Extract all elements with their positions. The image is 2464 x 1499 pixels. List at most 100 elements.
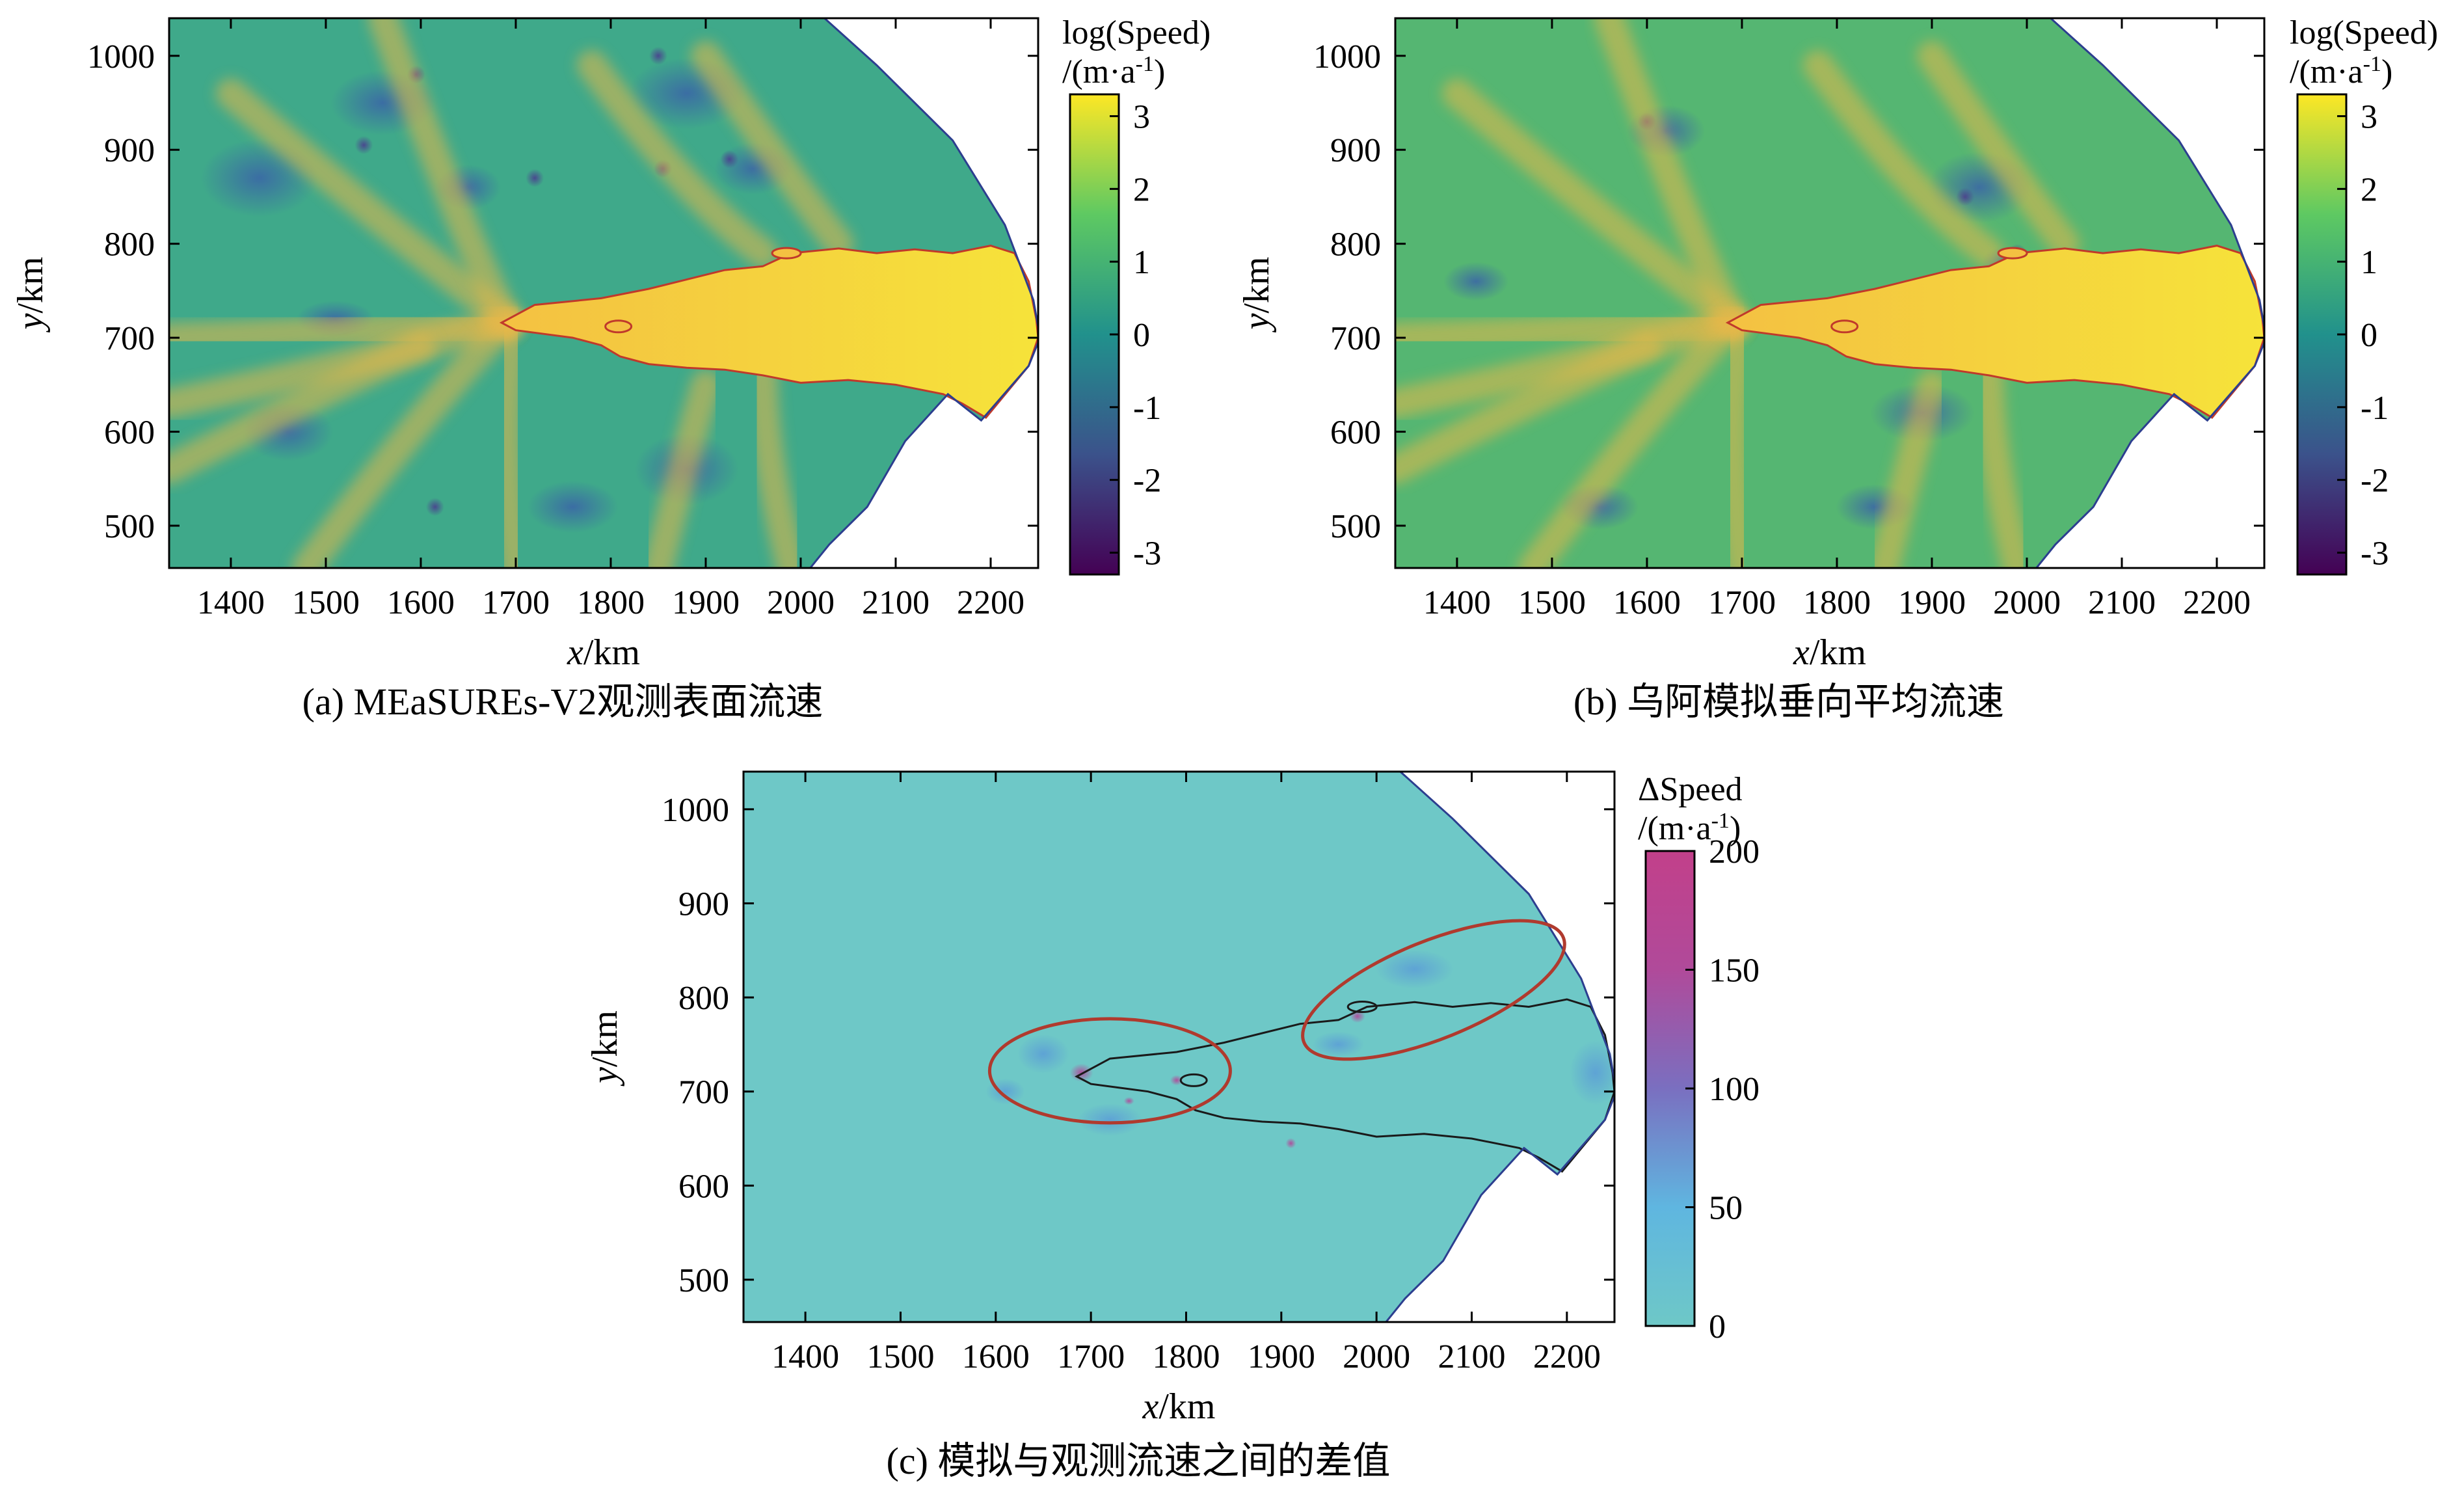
- x-tick-label: 1400: [1423, 584, 1491, 621]
- ice-rise: [1997, 247, 2028, 260]
- ice-edge-line: [2035, 18, 2264, 568]
- moderate-difference-region: [1077, 1103, 1143, 1137]
- tributary-glacier: [691, 40, 854, 259]
- x-tick-label: 2000: [767, 584, 835, 621]
- y-tick-label: 1000: [662, 792, 729, 829]
- tributary-glacier: [1717, 311, 1757, 568]
- colorbar-title: log(Speed): [1062, 14, 1211, 51]
- x-axis-label: x/km: [567, 632, 640, 673]
- tributary-glacier: [215, 78, 522, 336]
- very-slow-spot: [720, 150, 739, 169]
- x-tick-label: 1900: [1898, 584, 1966, 621]
- x-axis-label: x/km: [1793, 632, 1866, 673]
- ice-background: [169, 18, 1038, 568]
- x-tick-label: 1700: [1057, 1338, 1125, 1375]
- y-tick-label: 700: [678, 1074, 729, 1111]
- y-tick-label: 600: [104, 414, 155, 452]
- very-slow-spot: [1956, 187, 1975, 206]
- colorbar-unit: /(m·a-1): [1062, 52, 1165, 91]
- colorbar-tick-label: -3: [2361, 535, 2389, 572]
- colorbar-tick-label: 150: [1709, 952, 1760, 990]
- y-tick-label: 1000: [1313, 38, 1381, 75]
- ice-rise: [1179, 1073, 1208, 1087]
- moderate-difference-region: [1569, 1040, 1614, 1105]
- ice-rise: [604, 319, 633, 334]
- large-difference-spot: [1170, 1075, 1183, 1086]
- speed-map: [743, 772, 1614, 1322]
- y-tick-label: 800: [104, 226, 155, 263]
- ice-background: [1395, 18, 2264, 568]
- colorbar-title: ΔSpeed: [1638, 771, 1743, 808]
- x-tick-label: 2200: [957, 584, 1024, 621]
- y-axis-label: y/km: [585, 1010, 625, 1087]
- tributary-glacier: [643, 370, 721, 568]
- panel-c: 1400 1500 1600 1700 1800 1900 2000 2100 22005006…: [585, 770, 1760, 1482]
- ice-edge-line: [1385, 772, 1614, 1322]
- tributary-glacier: [747, 360, 807, 568]
- x-tick-label: 2100: [2088, 584, 2156, 621]
- colorbar-tick-label: 200: [1709, 833, 1760, 871]
- tributary-glacier: [1518, 308, 1748, 568]
- y-tick-label: 600: [678, 1168, 729, 1205]
- plot-frame: [742, 770, 1616, 1323]
- tributary-glacier: [1869, 370, 1947, 568]
- y-tick-label: 900: [678, 885, 729, 923]
- y-tick-label: 500: [1330, 508, 1381, 545]
- x-tick-label: 2000: [1993, 584, 2061, 621]
- x-tick-label: 1500: [866, 1338, 934, 1375]
- slow-flow-region: [527, 481, 619, 533]
- speed-map: [169, 18, 1038, 568]
- colorbar-tick-label: 2: [1133, 171, 1150, 208]
- x-tick-label: 2100: [862, 584, 930, 621]
- ice-rise: [1830, 319, 1859, 334]
- large-difference-spot: [1123, 1097, 1134, 1105]
- y-tick-label: 800: [678, 980, 729, 1017]
- colorbar-title: log(Speed): [2290, 14, 2438, 51]
- tributary-glacier: [1594, 18, 1748, 336]
- y-tick-label: 1000: [87, 38, 155, 75]
- very-slow-spot: [425, 498, 444, 517]
- colorbar-tick-label: -1: [1133, 390, 1161, 427]
- panel-caption: (c) 模拟与观测流速之间的差值: [887, 1440, 1391, 1482]
- colorbar-tick-label: -2: [2361, 463, 2389, 500]
- x-tick-label: 2000: [1343, 1338, 1410, 1375]
- x-tick-label: 1500: [292, 584, 360, 621]
- panel-b: 1400 1500 1600 1700 1800 1900 2000 2100 22005006…: [1237, 14, 2438, 723]
- tributary-glacier: [368, 18, 522, 336]
- x-tick-label: 1800: [577, 584, 645, 621]
- x-tick-label: 1400: [771, 1338, 839, 1375]
- tributary-glacier: [169, 332, 436, 485]
- x-tick-label: 1700: [1708, 584, 1776, 621]
- y-tick-label: 700: [104, 320, 155, 357]
- panel-caption: (a) MEaSUREs-V2观测表面流速: [302, 681, 824, 723]
- y-tick-label: 900: [1330, 132, 1381, 169]
- tributary-glacier: [1441, 78, 1748, 336]
- moderate-difference-region: [1375, 949, 1454, 989]
- tributary-glacier: [291, 308, 522, 568]
- x-tick-label: 1600: [962, 1338, 1030, 1375]
- y-tick-label: 800: [1330, 226, 1381, 263]
- tributary-glacier: [1917, 40, 2080, 259]
- ice-shelf: [1728, 245, 2264, 418]
- moderate-difference-region: [1312, 1031, 1365, 1058]
- colorbar-tick-label: 2: [2361, 171, 2377, 208]
- x-tick-label: 2100: [1438, 1338, 1505, 1375]
- y-tick-label: 500: [104, 508, 155, 545]
- highlight-ellipse: [1301, 919, 1566, 1061]
- colorbar-unit: /(m·a-1): [1638, 809, 1741, 848]
- x-tick-label: 1900: [672, 584, 740, 621]
- very-slow-spot: [355, 136, 373, 154]
- ice-shelf: [502, 245, 1038, 418]
- ice-rise: [1346, 1001, 1378, 1014]
- difference-background: [743, 772, 1614, 1322]
- large-difference-spot: [1285, 1138, 1296, 1149]
- colorbar-tick-label: 1: [2361, 244, 2377, 281]
- speed-map: [1395, 18, 2264, 568]
- x-tick-label: 1600: [1613, 584, 1681, 621]
- ice-rise: [771, 247, 802, 260]
- colorbar-tick-label: 3: [2361, 99, 2377, 136]
- colorbar-tick-label: 0: [1709, 1308, 1726, 1345]
- y-tick-label: 500: [678, 1262, 729, 1299]
- x-tick-label: 2200: [1533, 1338, 1601, 1375]
